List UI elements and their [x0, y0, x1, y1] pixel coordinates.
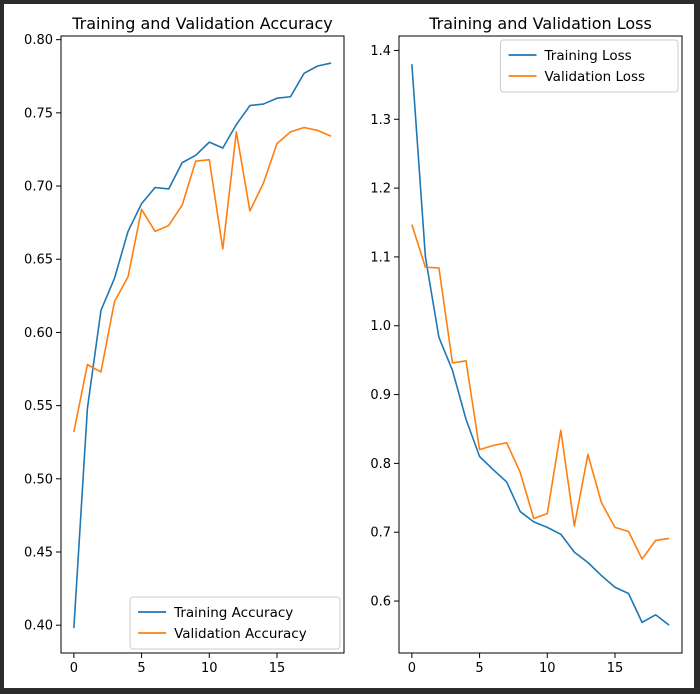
chart-2-y-tick-label: 0.8 [370, 457, 391, 472]
chart-1-x-tick-label: 15 [269, 661, 286, 676]
chart-2-y-tick-label: 0.7 [370, 526, 391, 541]
chart-2-x-tick-label: 10 [539, 661, 556, 676]
chart-1-x-tick-label: 10 [201, 661, 218, 676]
chart-1-x-tick-label: 5 [137, 661, 145, 676]
chart-1: Training and Validation Accuracy 0 5 10 15 0.… [24, 14, 345, 676]
chart-2-y-tick-label: 1.3 [370, 113, 391, 128]
chart-1-x-tick-label: 0 [70, 661, 78, 676]
chart-2-x-tick-label: 0 [408, 661, 416, 676]
figure: Training and Validation Accuracy 0 5 10 15 0.… [4, 4, 694, 688]
chart-1-axes-frame [60, 35, 345, 654]
chart-1-y-tick-label: 0.80 [24, 33, 53, 48]
chart-1-y-tick-label: 0.50 [24, 472, 53, 487]
chart-2-y-tick-label: 0.9 [370, 388, 391, 403]
chart-1-y-tick-label: 0.60 [24, 326, 53, 341]
chart-2-y-tick-label: 1.1 [370, 250, 391, 265]
chart-2-axes-frame [398, 35, 683, 654]
chart-2-y-tick-label: 0.6 [370, 595, 391, 610]
chart-2-x-tick-label: 15 [607, 661, 624, 676]
chart-1-y-tick-label: 0.55 [24, 399, 53, 414]
chart-2-y-tick-label: 1.0 [370, 319, 391, 334]
chart-1-y-tick-label: 0.40 [24, 619, 53, 634]
chart-2-y-tick-label: 1.4 [370, 44, 391, 59]
chart-2-x-tick-label: 5 [475, 661, 483, 676]
chart-1-title: Training and Validation Accuracy [71, 14, 333, 33]
chart-2-title: Training and Validation Loss [428, 14, 652, 33]
chart-2-legend-box [500, 39, 679, 93]
chart-2: Training and Validation Loss 0 5 10 15 0.6 0.7… [370, 14, 683, 676]
chart-1-series-1-line [73, 62, 332, 629]
chart-2-series-1-line [411, 64, 670, 626]
chart-1-legend-box [129, 596, 341, 650]
charts-canvas: Training and Validation Accuracy 0 5 10 15 0.… [24, 14, 683, 676]
chart-2-series-2-line [411, 224, 670, 560]
chart-2-legend-label-1: Training Loss [544, 48, 632, 64]
chart-2-y-tick-label: 1.2 [370, 182, 391, 197]
chart-1-legend-label-2: Validation Accuracy [174, 626, 307, 642]
chart-2-legend: Training Loss Validation Loss [500, 39, 679, 93]
chart-1-y-tick-label: 0.70 [24, 180, 53, 195]
chart-1-legend: Training Accuracy Validation Accuracy [129, 596, 341, 650]
chart-1-y-tick-label: 0.75 [24, 106, 53, 121]
chart-1-legend-label-1: Training Accuracy [173, 605, 293, 621]
chart-1-y-tick-label: 0.65 [24, 253, 53, 268]
chart-1-series-2-line [73, 126, 332, 433]
chart-2-legend-label-2: Validation Loss [545, 69, 646, 85]
chart-1-y-tick-label: 0.45 [24, 545, 53, 560]
